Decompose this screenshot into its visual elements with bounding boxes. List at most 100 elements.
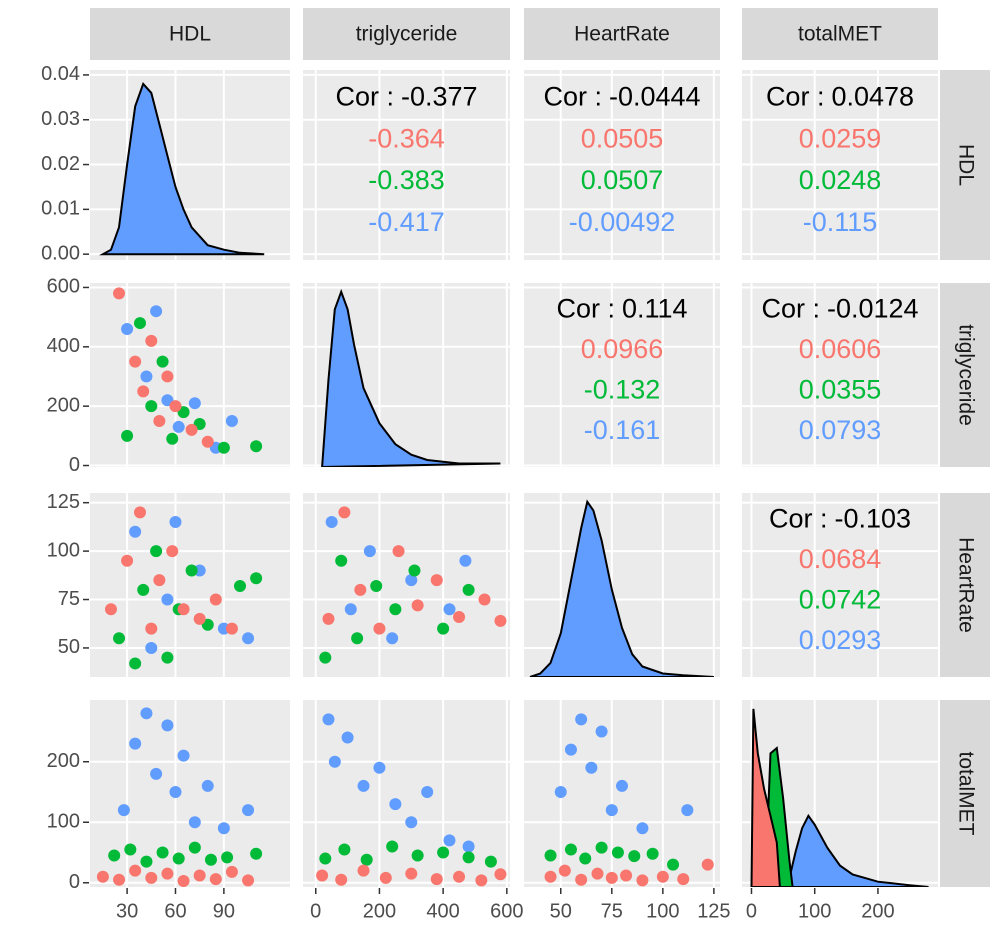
point [363,545,376,558]
strip-label: HDL [169,23,211,46]
point [443,834,456,847]
point [188,816,201,829]
point [564,843,577,856]
point [636,822,649,835]
point [137,385,150,398]
point [411,599,424,612]
x-tick-label: 0 [746,900,757,922]
y-tick-label: 0 [69,454,80,476]
point [328,755,341,768]
panel-background [303,493,510,677]
cor-label: Cor : [335,82,394,112]
y-tick-label: 200 [47,394,80,416]
point [478,593,491,606]
point [145,871,158,884]
cor-group-value: 0.0248 [799,165,882,195]
panel-background [90,493,290,677]
panel [303,283,510,467]
point [209,593,222,606]
strip-right [940,493,990,677]
panel: Cor :0.114 0.0966 -0.132 -0.161 [524,283,720,467]
point [616,779,628,792]
point [140,707,153,720]
strip-label: triglyceride [954,324,977,426]
x-tick-label: 0 [310,900,321,922]
point [129,864,142,877]
point [453,870,466,883]
point [411,849,424,862]
panel: Cor :0.0478 0.0259 0.0248 -0.115 [742,70,938,260]
point [656,870,669,883]
point [405,574,418,587]
x-tick-label: 90 [213,900,235,922]
y-tick-label: 50 [58,636,80,658]
point [145,641,158,654]
y-tick-label: 125 [47,491,80,513]
point [140,855,153,868]
point [585,761,598,774]
point [421,785,434,798]
point [595,725,608,738]
point [150,305,163,318]
point [121,554,134,567]
y-tick-label: 0 [69,871,80,893]
point [153,574,166,587]
panel-background [90,283,290,467]
cor-group-value: 0.0293 [799,625,882,655]
point [217,441,230,454]
point [129,657,142,670]
point [475,874,488,887]
point [153,415,166,427]
point [217,822,230,835]
point [646,847,659,860]
y-tick-label: 100 [47,811,80,833]
point [193,612,206,625]
point [595,841,608,854]
cor-text: Cor :0.0478 [766,82,914,112]
point [108,849,121,862]
point [242,804,255,817]
point [575,713,588,726]
strip-top [524,8,720,60]
panel [90,283,290,467]
point [140,370,153,383]
point [117,804,130,817]
point [129,525,142,538]
point [169,785,182,798]
strip-top [303,8,510,60]
point [462,840,475,853]
point [250,847,263,860]
point [169,516,182,529]
cor-label: Cor : [761,294,820,324]
strip-label: HeartRate [574,23,670,46]
point [335,873,348,886]
point [129,737,142,750]
point [177,874,190,887]
panel: Cor : -0.0444 0.0505 0.0507 -0.00492 [524,70,720,260]
point [484,855,497,868]
point [121,323,134,335]
panel: Cor : -0.0124 0.0606 0.0355 0.0793 [742,283,938,467]
point [201,779,214,792]
point [554,785,567,798]
point [242,874,255,887]
strip-label: HeartRate [954,537,977,633]
point [169,400,182,413]
point [351,632,364,645]
cor-group-value: 0.0355 [799,375,882,405]
cor-label: Cor : [766,82,825,112]
point [605,804,618,817]
point [129,355,142,368]
point [104,603,117,616]
cor-text: Cor : -0.0124 [761,294,918,324]
point [96,870,109,883]
strip-top [90,8,290,60]
cor-value: 0.114 [622,294,688,324]
x-tick-label: 125 [697,900,730,922]
point [605,871,618,884]
point [459,554,472,567]
point [373,622,386,635]
point [322,713,335,726]
point [408,564,421,577]
point [494,868,507,881]
